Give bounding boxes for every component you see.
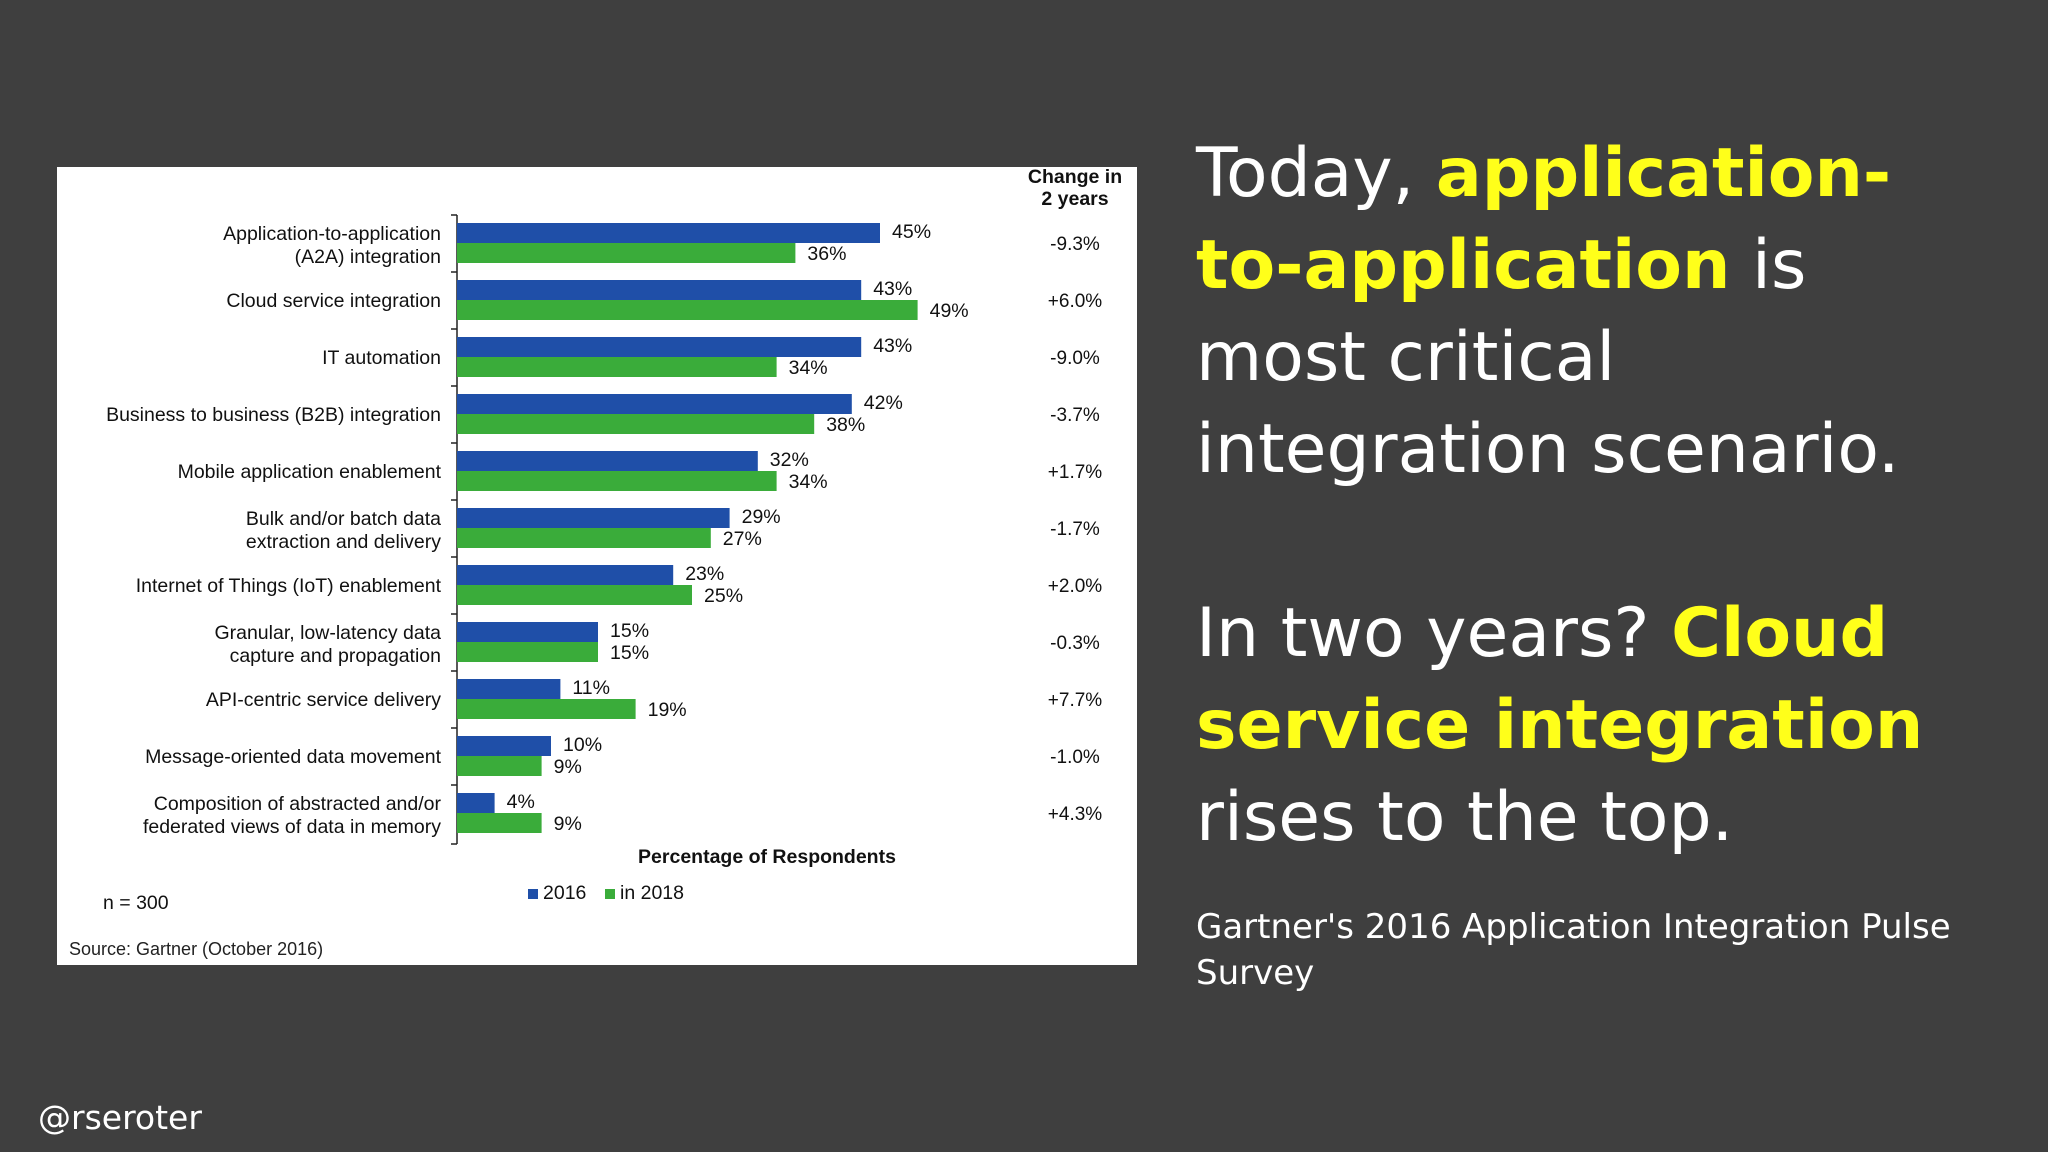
bar-2016-4: [457, 451, 758, 471]
change-value: -9.3%: [1050, 234, 1100, 255]
bar-2018-4: [457, 471, 777, 491]
value-label-2018: 19%: [648, 699, 687, 721]
bar-2018-6: [457, 585, 692, 605]
bar-2016-2: [457, 337, 862, 357]
value-label-2018: 9%: [554, 813, 582, 835]
category-label: IT automation: [322, 347, 441, 369]
value-label-2018: 36%: [807, 243, 846, 265]
headline-today: Today, application-to-application is mos…: [1196, 128, 1996, 496]
value-label-2016: 43%: [873, 335, 912, 357]
value-label-2016: 43%: [873, 278, 912, 300]
bar-2016-8: [457, 679, 561, 699]
category-label-line2: extraction and delivery: [246, 531, 441, 553]
bar-2016-5: [457, 508, 730, 528]
value-label-2018: 25%: [704, 585, 743, 607]
bar-2016-0: [457, 223, 880, 243]
headline-today-pre: Today,: [1196, 134, 1436, 213]
chart-source: Source: Gartner (October 2016): [69, 939, 323, 959]
change-header-line2: 2 years: [1041, 188, 1108, 210]
value-label-2016: 4%: [507, 791, 535, 813]
value-label-2016: 23%: [685, 563, 724, 585]
sample-size-note: n = 300: [103, 892, 169, 914]
value-label-2018: 49%: [930, 300, 969, 322]
legend-label-2016: 2016: [543, 882, 586, 904]
legend-swatch-2016: [528, 889, 538, 899]
headline: Today, application-to-application is mos…: [1196, 128, 1996, 864]
category-label: API-centric service delivery: [206, 689, 441, 711]
headline-two-years-post: rises to the top.: [1196, 778, 1734, 857]
change-value: -1.7%: [1050, 519, 1100, 540]
headline-two-years-pre: In two years?: [1196, 594, 1672, 673]
value-label-2018: 38%: [826, 414, 865, 436]
category-label-line1: Granular, low-latency data: [214, 622, 441, 644]
bar-2016-10: [457, 793, 495, 813]
twitter-handle: @rseroter: [38, 1098, 202, 1137]
bar-2018-10: [457, 813, 542, 833]
bar-2018-1: [457, 300, 918, 320]
legend-swatch-2018: [605, 889, 615, 899]
headline-two-years: In two years? Cloud service integration …: [1196, 588, 1996, 864]
change-header-line1: Change in: [1028, 167, 1122, 188]
value-label-2016: 29%: [742, 506, 781, 528]
bar-2018-7: [457, 642, 598, 662]
value-label-2018: 34%: [789, 471, 828, 493]
value-label-2016: 45%: [892, 221, 931, 243]
x-axis-label: Percentage of Respondents: [638, 846, 896, 868]
headline-today-post: is most critical integration scenario.: [1196, 226, 1900, 489]
value-label-2018: 15%: [610, 642, 649, 664]
bar-2016-3: [457, 394, 852, 414]
category-label: Business to business (B2B) integration: [106, 404, 441, 426]
bar-2016-9: [457, 736, 551, 756]
value-label-2018: 34%: [789, 357, 828, 379]
change-value: -1.0%: [1050, 747, 1100, 768]
change-value: +1.7%: [1048, 462, 1103, 483]
value-label-2016: 32%: [770, 449, 809, 471]
value-label-2016: 15%: [610, 620, 649, 642]
change-value: +2.0%: [1048, 576, 1103, 597]
change-value: -3.7%: [1050, 405, 1100, 426]
change-value: +6.0%: [1048, 291, 1103, 312]
bar-2018-2: [457, 357, 777, 377]
category-label: Mobile application enablement: [178, 461, 442, 483]
survey-note: Gartner's 2016 Application Integration P…: [1196, 907, 1951, 993]
bar-2018-8: [457, 699, 636, 719]
change-value: +7.7%: [1048, 690, 1103, 711]
category-label-line1: Bulk and/or batch data: [246, 508, 441, 530]
category-label-line1: Composition of abstracted and/or: [154, 793, 442, 815]
headline-today-highlight: application-to-application: [1196, 134, 1892, 305]
bar-chart: 45% 36% Application-to-application(A2A) in…: [69, 167, 1122, 959]
bar-2016-1: [457, 280, 862, 300]
value-label-2018: 9%: [554, 756, 582, 778]
category-label: Internet of Things (IoT) enablement: [136, 575, 442, 597]
bar-2018-0: [457, 243, 796, 263]
value-label-2018: 27%: [723, 528, 762, 550]
headline-two-years-highlight: Cloud service integration: [1196, 594, 1924, 765]
category-label-line2: (A2A) integration: [295, 246, 441, 268]
bar-2018-5: [457, 528, 711, 548]
change-value: +4.3%: [1048, 804, 1103, 825]
change-value: -0.3%: [1050, 633, 1100, 654]
bar-2016-7: [457, 622, 598, 642]
category-label-line1: Application-to-application: [223, 223, 441, 245]
value-label-2016: 11%: [572, 677, 610, 699]
category-label-line2: federated views of data in memory: [143, 816, 441, 838]
category-label-line2: capture and propagation: [230, 645, 441, 667]
value-label-2016: 10%: [563, 734, 602, 756]
category-label: Message-oriented data movement: [145, 746, 441, 768]
change-value: -9.0%: [1050, 348, 1100, 369]
legend-label-2018: in 2018: [620, 882, 684, 904]
value-label-2016: 42%: [864, 392, 903, 414]
bar-2016-6: [457, 565, 674, 585]
category-label: Cloud service integration: [226, 290, 441, 312]
chart-panel: 45% 36% Application-to-application (A2A) in…: [57, 167, 1137, 965]
bar-2018-3: [457, 414, 815, 434]
bar-2018-9: [457, 756, 542, 776]
